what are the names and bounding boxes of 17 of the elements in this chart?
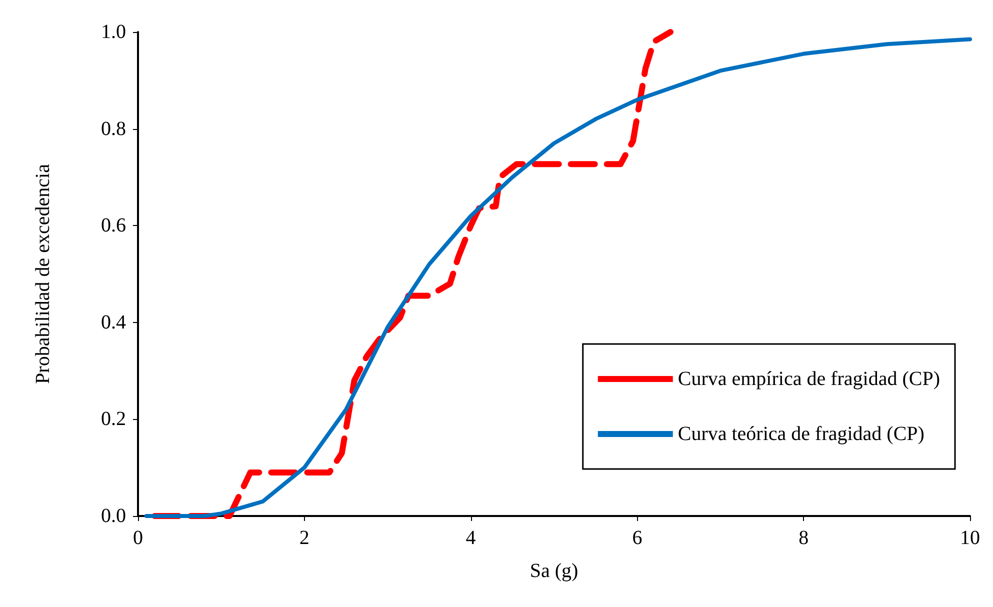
y-tick-label: 0.0	[101, 505, 126, 527]
y-tick-label: 0.8	[101, 118, 126, 140]
x-tick-label: 2	[299, 527, 310, 549]
y-tick-label: 0.4	[101, 311, 126, 334]
x-tick-label: 6	[632, 527, 642, 549]
y-tick-label: 0.2	[101, 408, 126, 430]
line-series	[144, 37, 972, 518]
legend-label: Curva teórica de fragidad (CP)	[678, 423, 924, 445]
x-tick-label: 10	[960, 527, 980, 549]
y-tick-label: 0.6	[101, 214, 126, 237]
x-tick-label: 0	[133, 527, 143, 549]
y-tick-label: 1.0	[101, 21, 126, 43]
x-tick-label: 8	[798, 527, 809, 549]
x-tick-label: 4	[466, 527, 476, 549]
y-axis-title: Probabilidad de excedencia	[32, 164, 54, 384]
legend-label: Curva empírica de fragidad (CP)	[678, 368, 940, 390]
x-axis-title: Sa (g)	[530, 560, 578, 582]
